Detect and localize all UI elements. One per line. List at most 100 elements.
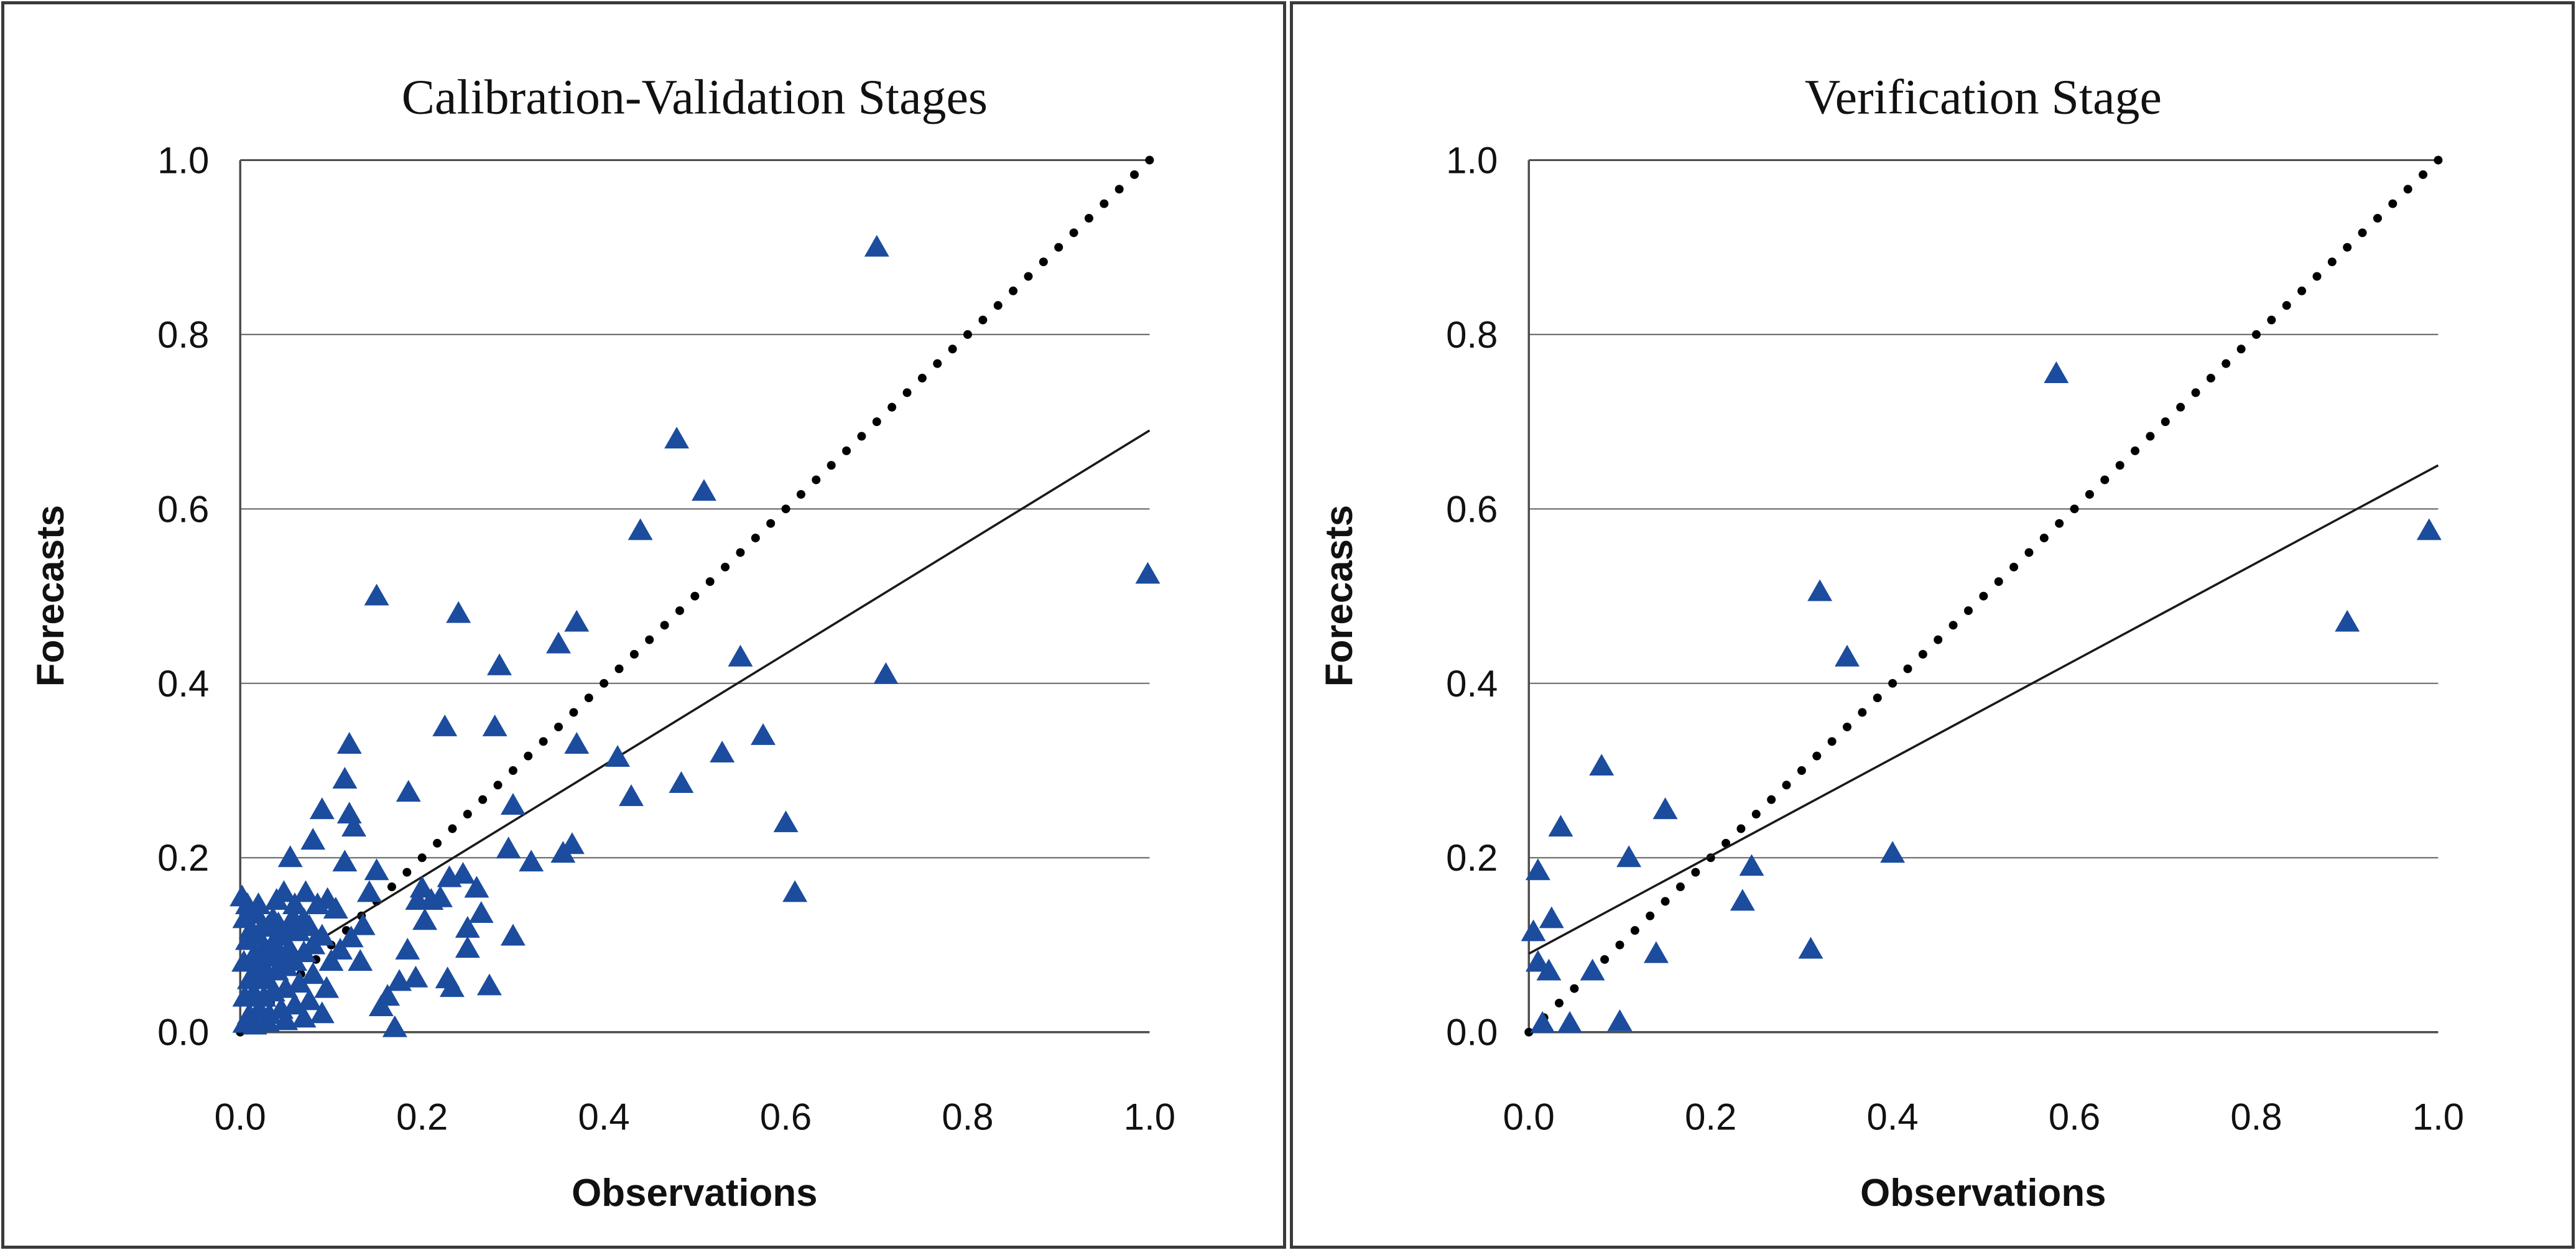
identity-1to1-line-dot bbox=[660, 621, 669, 630]
identity-1to1-line-dot bbox=[1903, 664, 1912, 674]
identity-1to1-line-dot bbox=[1994, 577, 2003, 586]
identity-1to1-line-dot bbox=[569, 708, 578, 717]
data-point-triangle bbox=[396, 780, 421, 802]
plot-area: 0.0 0.2 0.4 0.6 0.8 1.0 0.0 0.2 0.4 0.6 0.8 1.0 bbox=[157, 139, 1175, 1137]
data-point-triangle bbox=[1548, 815, 1573, 837]
data-point-triangle bbox=[277, 845, 303, 868]
y-tick-label: 0.4 bbox=[157, 663, 209, 705]
identity-1to1-line-dot bbox=[736, 548, 745, 557]
data-point-triangle bbox=[1644, 941, 1669, 963]
identity-1to1-line-dot bbox=[796, 490, 805, 499]
x-axis-title: Observations bbox=[572, 1172, 817, 1215]
data-point-triangle bbox=[1730, 889, 1755, 911]
identity-1to1-line-dot bbox=[2039, 534, 2049, 543]
identity-1to1-line-dot bbox=[2312, 272, 2322, 281]
identity-1to1-line-dot bbox=[1963, 606, 1973, 615]
data-point-triangle bbox=[455, 936, 480, 958]
identity-1to1-line-dot bbox=[1873, 693, 1882, 703]
linear-trend-line bbox=[239, 429, 1151, 990]
x-tick-label: 0.8 bbox=[942, 1096, 993, 1137]
identity-1to1-line-dot bbox=[2236, 345, 2246, 354]
identity-1to1-line-dot bbox=[1827, 737, 1837, 746]
identity-1to1-line-dot bbox=[524, 751, 533, 761]
identity-1to1-line-dot bbox=[629, 650, 639, 659]
identity-1to1-line-dot bbox=[478, 795, 488, 804]
data-point-triangle bbox=[519, 850, 544, 872]
data-point-triangle bbox=[864, 234, 889, 257]
data-point-triangle bbox=[1835, 644, 1860, 667]
data-point-triangle bbox=[1616, 845, 1642, 868]
identity-1to1-line-dot bbox=[554, 722, 563, 731]
data-point-triangle bbox=[619, 784, 644, 807]
data-point-triangle bbox=[297, 988, 322, 1011]
identity-1to1-line-dot bbox=[2206, 374, 2215, 383]
identity-1to1-line-dot bbox=[600, 678, 609, 688]
data-point-triangle bbox=[564, 609, 590, 632]
data-point-triangle bbox=[482, 714, 507, 736]
x-axis-title: Observations bbox=[1860, 1172, 2106, 1215]
y-axis-title: Forecasts bbox=[29, 505, 72, 687]
data-point-triangle bbox=[468, 901, 494, 923]
identity-1to1-line-dot bbox=[2176, 402, 2185, 412]
identity-1to1-line-dot bbox=[872, 417, 881, 427]
identity-1to1-line-dot bbox=[705, 577, 715, 586]
data-point-triangle bbox=[318, 949, 344, 971]
data-point-triangle bbox=[1530, 1011, 1555, 1033]
data-point-triangle bbox=[450, 861, 476, 884]
identity-1to1-line-dot bbox=[1751, 810, 1761, 819]
identity-1to1-line-dot bbox=[1812, 751, 1822, 761]
data-point-triangle bbox=[348, 949, 373, 971]
identity-1to1-line-dot bbox=[1009, 286, 1018, 295]
data-point-triangle bbox=[873, 662, 899, 684]
data-point-triangle bbox=[500, 793, 526, 815]
identity-1to1-line-dot bbox=[978, 315, 988, 325]
identity-1to1-line-dot bbox=[690, 591, 700, 601]
data-point-triangle bbox=[773, 810, 799, 833]
x-tick-label: 0.4 bbox=[1866, 1096, 1918, 1137]
identity-1to1-line-dot bbox=[827, 461, 836, 470]
identity-1to1-line-dot bbox=[2055, 519, 2064, 528]
data-point-triangle bbox=[728, 644, 753, 667]
data-point-triangle bbox=[1880, 841, 1906, 863]
y-tick-label: 0.8 bbox=[1446, 314, 1498, 356]
plot-area: 0.0 0.2 0.4 0.6 0.8 1.0 0.0 0.2 0.4 0.6 0.8 1.0 bbox=[1446, 139, 2464, 1137]
data-point-triangle bbox=[1539, 906, 1564, 928]
y-tick-label: 0.0 bbox=[157, 1012, 209, 1053]
identity-1to1-line-dot bbox=[2131, 446, 2140, 455]
identity-1to1-line-dot bbox=[1054, 243, 1063, 252]
y-tick-label: 0.8 bbox=[157, 314, 209, 356]
identity-1to1-line-dot bbox=[887, 402, 897, 412]
y-tick-label: 1.0 bbox=[1446, 139, 1498, 181]
data-point-triangle bbox=[1589, 754, 1615, 776]
identity-1to1-line-dot bbox=[1691, 868, 1700, 877]
data-point-triangle bbox=[446, 601, 471, 623]
data-point-triangle bbox=[403, 965, 429, 988]
identity-1to1-line-dot bbox=[1024, 272, 1033, 281]
identity-1to1-line-dot bbox=[1767, 795, 1776, 804]
identity-1to1-line-dot bbox=[2267, 315, 2276, 325]
identity-1to1-line-dot bbox=[463, 810, 472, 819]
identity-1to1-line-dot bbox=[448, 824, 457, 833]
data-point-triangle bbox=[628, 518, 653, 540]
identity-1to1-line-dot bbox=[2388, 199, 2398, 208]
identity-1to1-line-dot bbox=[2343, 243, 2352, 252]
identity-1to1-line-dot bbox=[584, 693, 593, 703]
verification-scatter-plot: 0.0 0.2 0.4 0.6 0.8 1.0 0.0 0.2 0.4 0.6 0.8 1.0 Ver… bbox=[1318, 70, 2464, 1215]
y-tick-label: 0.0 bbox=[1446, 1012, 1498, 1053]
identity-1to1-line-dot bbox=[1797, 766, 1806, 775]
data-point-triangle bbox=[305, 892, 330, 914]
data-point-triangle bbox=[395, 937, 420, 960]
linear-trend-line bbox=[1528, 464, 2439, 955]
x-tick-label: 0.8 bbox=[2230, 1096, 2282, 1137]
data-point-triangle bbox=[336, 802, 362, 824]
identity-1to1-line-dot bbox=[2282, 301, 2291, 310]
data-point-triangle bbox=[328, 937, 353, 960]
identity-1to1-line-dot bbox=[1630, 926, 1639, 935]
data-point-triangle bbox=[382, 1015, 407, 1037]
identity-1to1-line-dot bbox=[1600, 955, 1610, 964]
data-point-triangle bbox=[1798, 937, 1823, 959]
data-point-triangle bbox=[782, 880, 808, 902]
data-point-triangle bbox=[1521, 919, 1546, 942]
y-tick-label: 0.2 bbox=[157, 837, 209, 879]
identity-1to1-line-dot bbox=[993, 301, 1003, 310]
